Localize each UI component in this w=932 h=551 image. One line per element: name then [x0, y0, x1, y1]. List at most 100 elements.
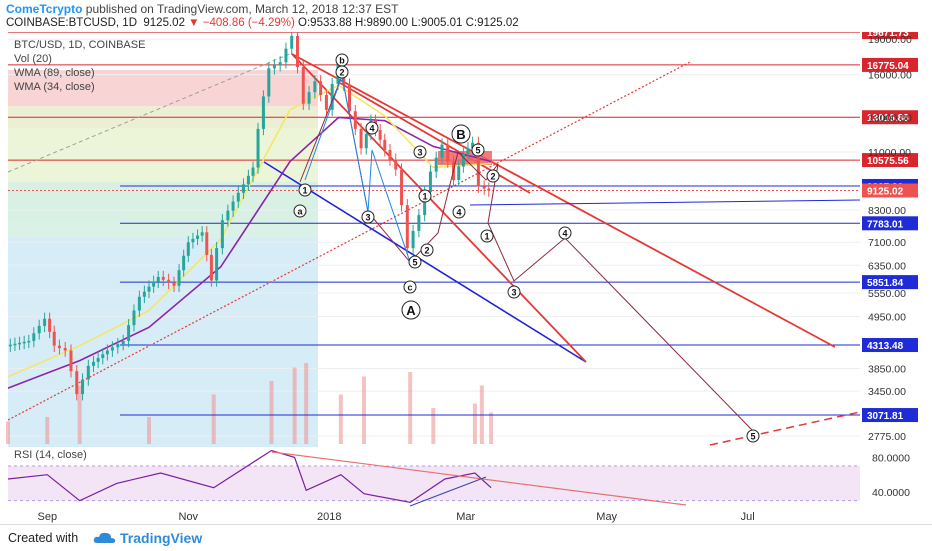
candle	[147, 286, 151, 292]
price-level-label: 7783.01	[867, 219, 904, 230]
candle	[57, 345, 61, 349]
red-dotted-channel	[7, 61, 691, 421]
wave-label-circle	[746, 429, 760, 443]
candle	[231, 201, 235, 211]
candle	[301, 67, 305, 104]
volume-bar	[304, 363, 309, 444]
candle	[457, 166, 461, 181]
x-tick-label: Nov	[179, 511, 199, 523]
blue-level-short	[469, 199, 861, 206]
y-tick-label: 13000.00	[868, 113, 912, 125]
y-tick-label: 16000.00	[868, 70, 912, 82]
candle	[182, 255, 186, 271]
wave-label-circle	[420, 243, 434, 257]
wave-label: B	[456, 127, 465, 142]
wave-label: 4	[562, 229, 567, 239]
symbol-info: COINBASE:BTCUSD, 1D 9125.02 ▼ −408.86 (−…	[6, 17, 519, 29]
rsi-band	[8, 466, 860, 501]
price-level-label: 3071.81	[867, 411, 904, 422]
ohlc-close: C:9125.02	[465, 17, 519, 29]
candle	[191, 238, 195, 243]
wave-label: c	[407, 283, 412, 293]
wave-label: 2	[339, 68, 344, 78]
price-level-label: 10575.56	[867, 156, 909, 167]
candle	[27, 340, 31, 343]
blue-trendline	[263, 161, 587, 363]
candle	[69, 350, 73, 372]
candle	[423, 192, 427, 216]
legend-entry: WMA (34, close)	[14, 81, 95, 93]
candle	[471, 142, 475, 149]
candle	[121, 340, 125, 345]
wave-label-circle	[401, 300, 421, 320]
wave-label: 3	[417, 148, 422, 158]
wave-label: 2	[490, 172, 495, 182]
y-tick-label: 7100.00	[868, 237, 906, 249]
ohlc-open: O:9533.88	[298, 17, 352, 29]
x-tick-label: 2018	[317, 511, 341, 523]
volume-bar	[489, 412, 494, 444]
candle	[101, 354, 105, 359]
volume-bar	[361, 376, 366, 444]
candle	[116, 344, 120, 348]
legend-entry: WMA (89, close)	[14, 67, 95, 79]
volume-bar	[77, 385, 82, 444]
y-tick-label: 19000.00	[868, 34, 912, 46]
volume-bar	[147, 417, 151, 444]
price-level-tag	[862, 183, 918, 198]
price-level-label: 9125.02	[867, 186, 904, 197]
price-chart[interactable]: 19671.7316775.0413016.8810575.569327.309…	[0, 32, 932, 524]
candle	[81, 379, 85, 395]
y-tick-label: 4950.00	[868, 312, 906, 324]
rsi-line	[7, 449, 492, 504]
candle	[8, 344, 12, 347]
candle	[476, 142, 480, 187]
wave-label: A	[406, 303, 416, 318]
candle	[63, 348, 67, 351]
y-tick-label: 5550.00	[868, 288, 906, 300]
wave-label: 1	[484, 232, 489, 242]
candle	[383, 139, 387, 151]
wave-label: 1	[302, 186, 307, 196]
candle	[482, 186, 486, 189]
volume-bar	[472, 403, 477, 444]
volume-bar	[269, 381, 274, 444]
candle	[52, 331, 56, 346]
resistance-zone	[438, 151, 492, 165]
price-level-label: 13016.88	[867, 113, 909, 124]
wave-label: 4	[369, 124, 374, 134]
tradingview-cloud-icon	[93, 532, 116, 543]
price-level-tag	[862, 275, 918, 290]
candle	[209, 254, 213, 281]
candle	[319, 81, 323, 95]
candle	[307, 92, 311, 104]
wave-label-circle	[335, 65, 349, 79]
candle	[205, 232, 209, 255]
candle	[400, 169, 404, 206]
price-change: −408.86 (−4.29%)	[202, 17, 295, 29]
legend-entry: BTC/USD, 1D, COINBASE	[14, 39, 145, 51]
price-level-label: 5851.84	[867, 278, 904, 289]
red-trendline-upper	[291, 53, 836, 348]
candle	[196, 235, 200, 239]
candle	[466, 148, 470, 154]
candle	[43, 318, 47, 326]
candle	[142, 291, 146, 297]
candle	[267, 68, 271, 97]
candle	[417, 215, 421, 231]
published-text: published on TradingView.com, March 12, …	[85, 2, 399, 16]
publisher-name[interactable]: ComeTcrypto	[6, 2, 83, 16]
candle	[75, 371, 79, 395]
candle	[290, 36, 294, 49]
rsi-tick-label: 80.0000	[872, 452, 910, 464]
candle	[137, 296, 141, 311]
price-level-label: 4313.48	[867, 341, 904, 352]
candle	[246, 175, 250, 185]
candle	[236, 192, 240, 202]
tradingview-brand[interactable]: TradingView	[120, 530, 203, 546]
rsi-tick-label: 40.0000	[872, 487, 910, 499]
ohlc-high: H:9890.00	[354, 17, 409, 29]
wave-label-circle	[480, 229, 494, 243]
wave-label-circle	[418, 189, 432, 203]
volume-bar	[211, 394, 216, 444]
